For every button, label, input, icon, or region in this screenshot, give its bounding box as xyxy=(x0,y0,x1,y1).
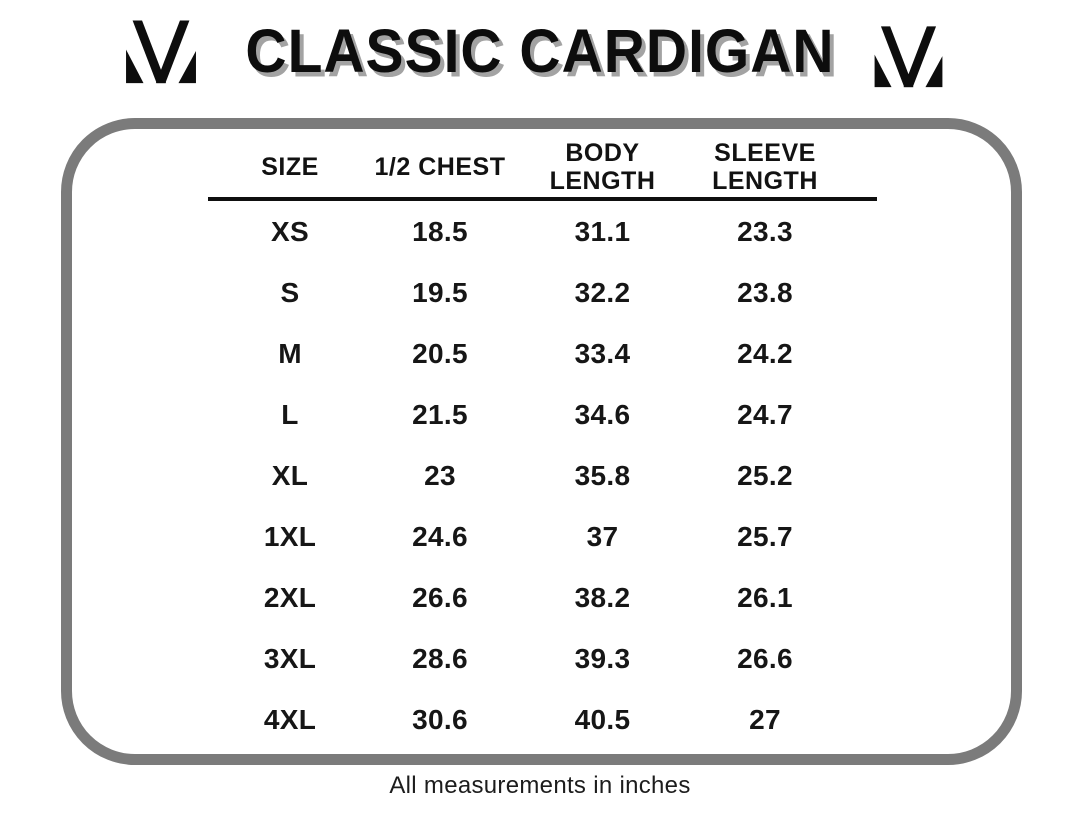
size-cell: S xyxy=(280,276,300,308)
body-length-cell: 38.2 xyxy=(574,581,631,613)
column-header-line: 1/2 CHEST xyxy=(374,153,506,181)
table-row-s: S 19.5 32.2 23.8 xyxy=(215,262,840,323)
table-row-2xl: 2XL 26.6 38.2 26.1 xyxy=(215,567,840,628)
half-chest-cell: 24.6 xyxy=(412,520,468,552)
size-table-body: XS 18.5 31.1 23.3 S 19.5 32.2 23.8 M 20.… xyxy=(215,201,840,750)
page-title: CLASSIC CARDIGAN xyxy=(245,17,835,87)
table-row-1xl: 1XL 24.6 37 25.7 xyxy=(215,506,840,567)
half-chest-cell: 28.6 xyxy=(412,642,468,674)
half-chest-cell: 19.5 xyxy=(412,276,468,308)
body-length-cell: 33.4 xyxy=(574,337,631,369)
table-row-xl: XL 23 35.8 25.2 xyxy=(215,445,840,506)
measurements-footnote: All measurements in inches xyxy=(389,772,691,799)
sleeve-length-cell: 26.6 xyxy=(737,642,793,674)
m-logo-icon xyxy=(126,20,196,84)
sleeve-length-cell: 26.1 xyxy=(737,581,793,613)
table-row-xs: XS 18.5 31.1 23.3 xyxy=(215,201,840,262)
sleeve-length-cell: 25.2 xyxy=(737,459,793,491)
sleeve-length-cell: 25.7 xyxy=(737,520,793,552)
body-length-cell: 39.3 xyxy=(574,642,631,674)
half-chest-cell: 20.5 xyxy=(412,337,468,369)
sleeve-length-cell: 23.8 xyxy=(737,276,793,308)
table-row-3xl: 3XL 28.6 39.3 26.6 xyxy=(215,628,840,689)
m-logo-icon xyxy=(874,26,943,88)
column-header-line: LENGTH xyxy=(549,167,656,195)
body-length-cell: 40.5 xyxy=(574,703,631,735)
size-cell: 4XL xyxy=(263,703,317,735)
size-cell: XL xyxy=(271,459,309,491)
half-chest-cell: 26.6 xyxy=(412,581,468,613)
body-length-cell: 37 xyxy=(586,520,619,552)
column-header-line: BODY xyxy=(565,139,640,167)
column-header-line: LENGTH xyxy=(712,167,818,195)
half-chest-cell: 21.5 xyxy=(412,398,468,430)
table-row-4xl: 4XL 30.6 40.5 27 xyxy=(215,689,840,750)
table-row-m: M 20.5 33.4 24.2 xyxy=(215,323,840,384)
body-length-cell: 35.8 xyxy=(574,459,631,491)
size-cell: L xyxy=(281,398,299,430)
size-cell: 2XL xyxy=(263,581,317,613)
half-chest-cell: 23 xyxy=(424,459,456,491)
size-chart-panel: SIZE 1/2 CHEST BODY LENGTH SLEEVE LENGTH… xyxy=(61,118,1022,765)
body-length-cell: 32.2 xyxy=(574,276,631,308)
size-cell: 3XL xyxy=(263,642,317,674)
column-header-size: SIZE xyxy=(215,139,365,195)
header-divider-line xyxy=(208,197,877,201)
sleeve-length-cell: 23.3 xyxy=(737,215,793,247)
size-cell: M xyxy=(278,337,302,369)
sleeve-length-cell: 27 xyxy=(749,703,781,735)
size-cell: XS xyxy=(271,215,309,247)
sleeve-length-cell: 24.7 xyxy=(737,398,793,430)
column-header-sleeve-length: SLEEVE LENGTH xyxy=(690,139,840,195)
table-row-l: L 21.5 34.6 24.7 xyxy=(215,384,840,445)
size-cell: 1XL xyxy=(263,520,317,552)
column-header-half-chest: 1/2 CHEST xyxy=(365,139,515,195)
body-length-cell: 31.1 xyxy=(574,215,631,247)
half-chest-cell: 18.5 xyxy=(412,215,468,247)
sleeve-length-cell: 24.2 xyxy=(737,337,793,369)
body-length-cell: 34.6 xyxy=(574,398,631,430)
column-header-line: SLEEVE xyxy=(714,139,816,167)
size-table-header: SIZE 1/2 CHEST BODY LENGTH SLEEVE LENGTH xyxy=(215,139,840,195)
column-header-body-length: BODY LENGTH xyxy=(515,139,690,195)
column-header-line: SIZE xyxy=(261,153,319,181)
half-chest-cell: 30.6 xyxy=(412,703,468,735)
